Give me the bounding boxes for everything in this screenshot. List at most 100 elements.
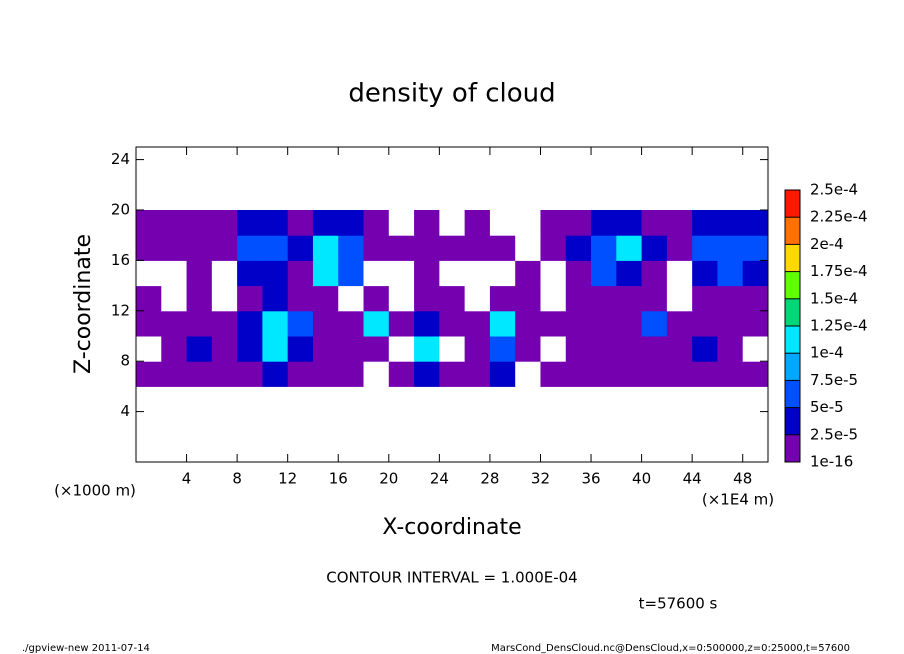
contour-cell bbox=[363, 210, 390, 236]
contour-cell bbox=[515, 235, 541, 261]
contour-cell bbox=[338, 210, 365, 236]
contour-cell bbox=[742, 210, 769, 236]
contour-cell bbox=[262, 210, 289, 236]
contour-cell bbox=[161, 210, 188, 236]
x-tick-label: 36 bbox=[581, 470, 600, 488]
y-tick-label: 16 bbox=[111, 251, 130, 269]
colorbar-label: 1e-16 bbox=[810, 453, 853, 471]
contour-cell bbox=[439, 260, 466, 287]
contour-cell bbox=[186, 310, 213, 337]
contour-cell bbox=[591, 235, 617, 261]
contour-cell bbox=[161, 285, 188, 312]
contour-cell bbox=[717, 210, 744, 236]
contour-cell bbox=[414, 361, 440, 387]
contour-cell bbox=[287, 310, 314, 337]
x-tick-label: 24 bbox=[430, 470, 449, 488]
colorbar-band bbox=[785, 434, 800, 462]
contour-cell bbox=[237, 285, 263, 312]
contour-cell bbox=[717, 260, 744, 287]
contour-cell bbox=[312, 361, 339, 387]
contour-cell bbox=[666, 210, 693, 236]
contour-cell bbox=[237, 361, 263, 387]
contour-cell bbox=[591, 336, 617, 362]
x-tick-label: 8 bbox=[232, 470, 242, 488]
x-axis-label: X-coordinate bbox=[382, 515, 521, 540]
contour-cell bbox=[388, 361, 415, 387]
contour-cell bbox=[565, 336, 592, 362]
contour-cell bbox=[692, 361, 718, 387]
contour-cell bbox=[515, 260, 541, 287]
contour-cell bbox=[388, 260, 415, 287]
contour-cell bbox=[312, 260, 339, 287]
contour-cell bbox=[287, 336, 314, 362]
contour-cell bbox=[312, 336, 339, 362]
contour-cell bbox=[363, 260, 390, 287]
contour-cell bbox=[692, 210, 718, 236]
contour-cell bbox=[565, 210, 592, 236]
contour-cell bbox=[338, 260, 365, 287]
contour-cell bbox=[641, 260, 668, 287]
contour-cell bbox=[161, 260, 188, 287]
contour-cell bbox=[742, 310, 769, 337]
contour-cell bbox=[641, 310, 668, 337]
contour-cell bbox=[616, 310, 643, 337]
contour-cell bbox=[439, 285, 466, 312]
colorbar-band bbox=[785, 407, 800, 435]
x-tick-label: 4 bbox=[182, 470, 192, 488]
contour-cell bbox=[565, 310, 592, 337]
contour-cell bbox=[515, 210, 541, 236]
contour-cell bbox=[464, 210, 491, 236]
colorbar-label: 2.5e-5 bbox=[810, 425, 858, 443]
contour-cell bbox=[414, 310, 440, 337]
contour-cell bbox=[136, 285, 162, 312]
contour-cell bbox=[237, 260, 263, 287]
contour-cell bbox=[136, 310, 162, 337]
contour-cell bbox=[464, 285, 491, 312]
colorbar-label: 2.5e-4 bbox=[810, 181, 858, 199]
contour-cell bbox=[666, 285, 693, 312]
colorbar-label: 1e-4 bbox=[810, 344, 844, 362]
contour-cell bbox=[489, 336, 516, 362]
contour-cell bbox=[717, 336, 744, 362]
contour-cell bbox=[565, 260, 592, 287]
contour-cell bbox=[692, 285, 718, 312]
contour-cell bbox=[186, 361, 213, 387]
contour-cell bbox=[338, 361, 365, 387]
contour-cell bbox=[742, 336, 769, 362]
contour-cell bbox=[186, 210, 213, 236]
colorbar-label: 7.5e-5 bbox=[810, 371, 858, 389]
contour-cell bbox=[211, 260, 238, 287]
contour-cell bbox=[388, 210, 415, 236]
contour-cell bbox=[641, 210, 668, 236]
contour-cell bbox=[489, 235, 516, 261]
contour-cell bbox=[489, 260, 516, 287]
y-tick-label: 4 bbox=[120, 402, 130, 420]
contour-cell bbox=[742, 285, 769, 312]
contour-cell bbox=[338, 336, 365, 362]
contour-cell bbox=[692, 235, 718, 261]
contour-cell bbox=[287, 361, 314, 387]
contour-cell bbox=[388, 235, 415, 261]
contour-cell bbox=[489, 285, 516, 312]
contour-cell bbox=[186, 336, 213, 362]
contour-cell bbox=[692, 260, 718, 287]
contour-cell bbox=[616, 235, 643, 261]
contour-cell bbox=[186, 235, 213, 261]
colorbar-label: 5e-5 bbox=[810, 398, 844, 416]
contour-cell bbox=[262, 285, 289, 312]
contour-cell bbox=[591, 310, 617, 337]
contour-cell bbox=[161, 336, 188, 362]
contour-cell bbox=[414, 210, 440, 236]
contour-cell bbox=[211, 210, 238, 236]
contour-cell bbox=[464, 310, 491, 337]
contour-cell bbox=[439, 361, 466, 387]
contour-cell bbox=[717, 310, 744, 337]
contour-cell bbox=[363, 285, 390, 312]
colorbar-band bbox=[785, 353, 800, 381]
y-tick-label: 24 bbox=[111, 150, 130, 168]
x-tick-label: 20 bbox=[379, 470, 398, 488]
contour-cell bbox=[666, 310, 693, 337]
contour-cell bbox=[262, 310, 289, 337]
